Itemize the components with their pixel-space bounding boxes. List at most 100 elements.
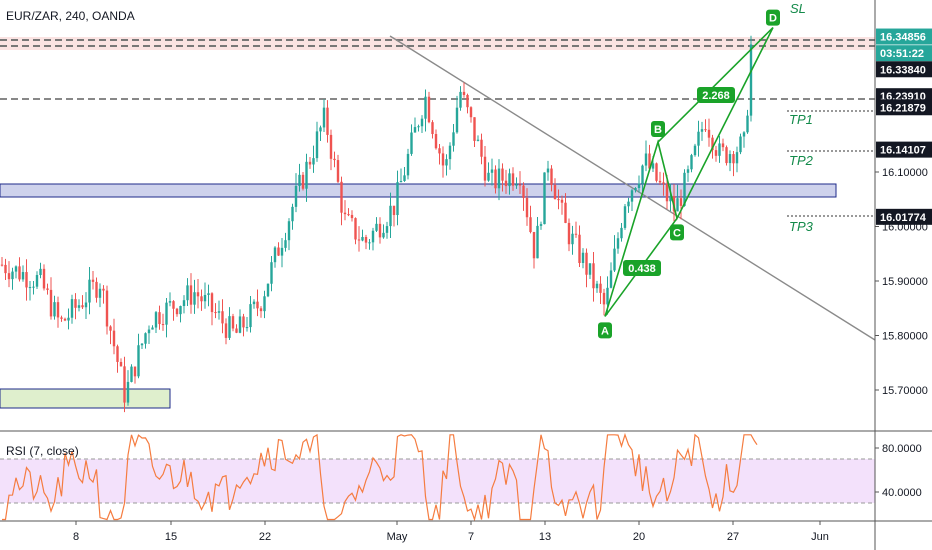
candles	[0, 35, 753, 413]
candle-body	[676, 198, 679, 212]
candle-body	[371, 230, 375, 243]
candle-body	[602, 292, 606, 305]
candle-body	[77, 305, 81, 308]
candle-body	[417, 126, 420, 128]
candle-body	[620, 227, 623, 239]
candle-body	[7, 273, 11, 280]
candle-body	[291, 206, 294, 222]
candle-body	[70, 299, 74, 318]
candle-body	[350, 214, 354, 219]
candle-body	[637, 183, 641, 189]
candle-body	[578, 234, 581, 264]
candle-body	[140, 343, 144, 346]
candle-body	[406, 153, 410, 176]
candle-body	[249, 304, 252, 328]
candle-body	[123, 366, 126, 403]
candle-body	[319, 127, 322, 132]
candle-body	[711, 137, 714, 151]
candle-body	[280, 247, 284, 256]
time-tick-label: 27	[727, 531, 739, 543]
candle-body	[543, 172, 546, 225]
candle-body	[158, 312, 161, 325]
candle-body	[641, 165, 644, 184]
candle-body	[221, 311, 224, 324]
candle-body	[690, 155, 693, 170]
candle-body	[651, 163, 655, 169]
candle-body	[238, 316, 242, 333]
candle-body	[452, 132, 455, 146]
candle-body	[25, 272, 28, 288]
candle-body	[525, 197, 529, 218]
candle-body	[147, 329, 151, 334]
candle-body	[88, 279, 91, 303]
price-label-bg	[876, 208, 932, 225]
candle-body	[382, 232, 385, 238]
candle-body	[368, 242, 371, 244]
candle-body	[389, 205, 392, 227]
candle-body	[732, 154, 735, 164]
time-tick-label: 15	[165, 531, 177, 543]
candle-body	[224, 323, 228, 338]
candle-body	[126, 381, 130, 403]
candle-body	[336, 160, 340, 182]
candle-body	[494, 169, 497, 189]
candle-body	[193, 292, 196, 305]
time-tick-label: 8	[73, 531, 79, 543]
candle-body	[105, 290, 109, 327]
candle-body	[686, 169, 690, 173]
candle-body	[277, 247, 280, 256]
price-label-bg	[876, 28, 932, 45]
pattern-legs	[604, 27, 774, 317]
candle-body	[567, 222, 571, 245]
price-label: 16.14107	[880, 145, 926, 157]
price-label-bg	[876, 45, 932, 62]
candle-body	[273, 247, 277, 263]
demand-zone-box	[0, 183, 837, 198]
candle-body	[109, 326, 112, 331]
candle-body	[557, 199, 560, 201]
rsi-line	[2, 432, 758, 522]
candle-body	[49, 289, 53, 317]
candle-body	[182, 300, 186, 307]
time-tick-label: 20	[633, 531, 645, 543]
trend-line	[389, 35, 876, 341]
candle-body	[112, 330, 116, 347]
candle-body	[392, 205, 396, 216]
time-tick-label: 7	[468, 531, 474, 543]
candle-body	[378, 223, 382, 238]
candle-body	[728, 154, 732, 164]
candle-body	[312, 158, 315, 165]
chart-title: EUR/ZAR, 240, OANDA	[6, 9, 135, 23]
candle-body	[515, 184, 518, 186]
candle-body	[707, 129, 711, 138]
candle-body	[235, 328, 238, 333]
point-label-c: C	[673, 227, 681, 239]
candle-body	[56, 302, 60, 318]
candle-body	[473, 117, 476, 141]
candle-body	[203, 294, 207, 302]
candle-body	[564, 202, 567, 223]
price-label: 03:51:22	[880, 48, 924, 60]
candle-body	[539, 224, 543, 226]
ratio-label-bg	[697, 87, 735, 103]
candle-body	[427, 96, 431, 123]
candle-body	[459, 91, 462, 108]
candle-body	[585, 252, 588, 275]
price-label: 16.21879	[880, 102, 926, 114]
candle-body	[497, 168, 501, 189]
price-label: 16.33840	[880, 64, 926, 76]
candle-body	[326, 107, 329, 135]
candle-body	[630, 190, 634, 202]
candle-body	[18, 266, 21, 280]
candle-body	[308, 161, 312, 165]
candle-body	[11, 271, 14, 280]
candle-body	[98, 288, 102, 298]
price-tick-label: 15.80000	[882, 331, 928, 343]
price-lines: SL TP1 TP2 TP3	[0, 1, 876, 341]
candle-body	[189, 285, 193, 305]
candle-body	[739, 136, 742, 153]
candle-body	[186, 285, 189, 301]
candle-body	[592, 263, 595, 289]
